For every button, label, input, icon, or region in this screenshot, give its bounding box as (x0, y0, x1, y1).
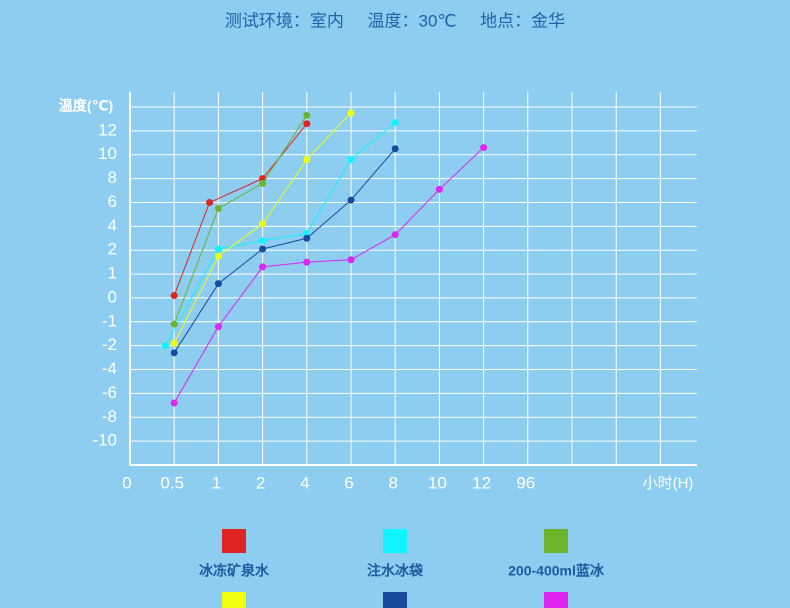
point (214, 280, 222, 288)
x-tick-label: 4 (300, 473, 309, 492)
point (214, 245, 222, 253)
line (173, 123, 308, 296)
y-tick-label: 8 (108, 168, 117, 187)
y-tick-label: -2 (102, 335, 117, 354)
point (303, 234, 311, 242)
x-tick-label: 2 (256, 473, 265, 492)
legend-label: 冰冻矿泉水 (199, 563, 270, 579)
point (435, 185, 443, 193)
legend-label: 注水冰袋 (367, 563, 424, 579)
point (303, 111, 311, 119)
y-tick-label: -6 (102, 383, 117, 402)
y-tick-label: 0 (108, 287, 117, 306)
point (170, 399, 178, 407)
legend-swatch (222, 529, 246, 553)
point (391, 145, 399, 153)
line (173, 148, 396, 354)
y-tick-label: -10 (92, 431, 117, 450)
point (347, 196, 355, 204)
point (214, 252, 222, 260)
legend-label: 200-400ml蓝冰 (508, 563, 605, 579)
point (161, 342, 169, 350)
point (303, 258, 311, 266)
legend-swatch (383, 592, 407, 608)
point (347, 256, 355, 264)
y-tick-label: -8 (102, 407, 117, 426)
y-tick-label: 4 (108, 216, 117, 235)
x-tick-label: 96 (516, 473, 535, 492)
y-tick-label: 1 (108, 264, 117, 283)
point (303, 156, 311, 164)
point (303, 120, 311, 128)
x-tick-label: 8 (388, 473, 397, 492)
point (391, 119, 399, 127)
point (170, 349, 178, 357)
legend-swatch (544, 592, 568, 608)
x-axis-label: 小时(H) (643, 475, 694, 492)
x-tick-label: 12 (472, 473, 491, 492)
legend-swatch (544, 529, 568, 553)
point (259, 245, 267, 253)
line (164, 122, 396, 346)
point (214, 323, 222, 331)
x-tick-label: 0.5 (160, 473, 184, 492)
point (170, 292, 178, 300)
y-tick-label: 12 (98, 120, 117, 139)
point (347, 156, 355, 164)
chart-subtitle: 测试环境：室内 温度：30℃ 地点：金华 (225, 11, 565, 30)
point (480, 144, 488, 152)
point (170, 339, 178, 347)
x-tick-label: 10 (428, 473, 447, 492)
line (173, 147, 484, 404)
y-tick-label: 10 (98, 144, 117, 163)
y-tick-label: 2 (108, 240, 117, 259)
legend-swatch (383, 529, 407, 553)
point (347, 109, 355, 117)
point (214, 204, 222, 212)
x-tick-label: 0 (122, 473, 131, 492)
point (391, 231, 399, 239)
point (170, 320, 178, 328)
legend-swatch (222, 592, 246, 608)
x-tick-label: 6 (344, 473, 353, 492)
point (259, 220, 267, 228)
x-tick-label: 1 (212, 473, 221, 492)
point (259, 179, 267, 187)
line (173, 115, 308, 325)
point (206, 198, 214, 206)
y-tick-label: -4 (102, 359, 117, 378)
y-tick-label: -1 (102, 311, 117, 330)
y-axis-label: 温度(℃) (59, 98, 113, 114)
point (259, 263, 267, 271)
y-tick-label: 6 (108, 192, 117, 211)
point (259, 237, 267, 245)
